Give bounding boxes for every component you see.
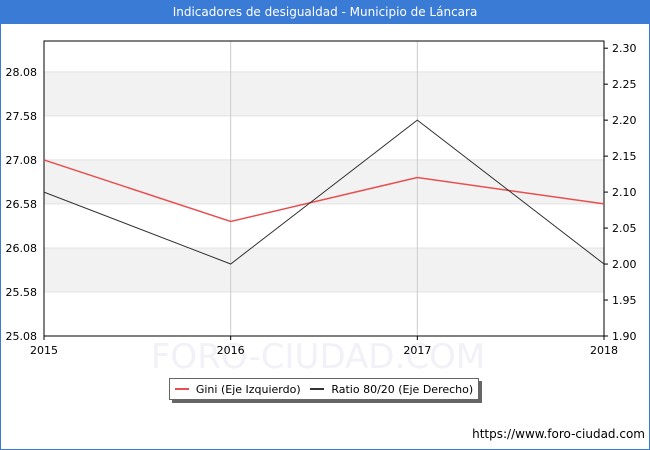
y-right-tick-label: 2.30: [612, 42, 637, 55]
y-right-tick-label: 2.25: [612, 78, 637, 91]
background-band: [44, 247, 604, 292]
x-tick-label: 2016: [217, 344, 245, 357]
y-left-tick-label: 27.08: [6, 154, 38, 167]
legend-item-gini: Gini (Eje Izquierdo): [174, 382, 301, 396]
x-tick-label: 2018: [590, 344, 618, 357]
series-lines: [43, 119, 605, 265]
legend-label-gini: Gini (Eje Izquierdo): [195, 382, 301, 396]
legend-swatch-gini: [174, 388, 189, 390]
plot-area-border: [43, 40, 605, 337]
grid-lines: [44, 41, 604, 336]
y-left-tick-label: 25.08: [6, 330, 38, 343]
series-line-ratio: [43, 119, 605, 265]
background-bands: [44, 71, 604, 292]
y-right-tick-label: 2.20: [612, 114, 637, 127]
legend: Gini (Eje Izquierdo) Ratio 80/20 (Eje De…: [169, 378, 479, 400]
background-band: [44, 71, 604, 116]
footer-url[interactable]: https://www.foro-ciudad.com: [472, 427, 645, 441]
y-right-tick-label: 2.15: [612, 150, 637, 163]
x-tick-label: 2015: [30, 344, 58, 357]
watermark: FORO-CIUDAD.COM: [151, 337, 485, 377]
legend-swatch-ratio: [310, 388, 325, 390]
y-right-tick-label: 2.05: [612, 222, 637, 235]
y-right-tick-label: 1.90: [612, 330, 637, 343]
y-left-tick-label: 27.58: [6, 110, 38, 123]
x-tick-label: 2017: [403, 344, 431, 357]
y-left-tick-label: 26.08: [6, 242, 38, 255]
y-left-tick-label: 28.08: [6, 66, 38, 79]
y-right-tick-label: 2.00: [612, 258, 637, 271]
y-right-tick-label: 1.95: [612, 294, 637, 307]
y-right-tick-label: 2.10: [612, 186, 637, 199]
series-line-gini: [43, 159, 605, 223]
legend-item-ratio: Ratio 80/20 (Eje Derecho): [310, 383, 473, 396]
axis-ticks: 25.08 25.58 26.08 26.58 27.08 27.58 28.08 1.90 1…: [6, 42, 637, 357]
legend-label-ratio: Ratio 80/20 (Eje Derecho): [331, 382, 474, 396]
y-left-tick-label: 25.58: [6, 286, 38, 299]
y-left-tick-label: 26.58: [6, 198, 38, 211]
chart-title: Indicadores de desigualdad - Municipio d…: [0, 0, 650, 24]
background-band: [44, 159, 604, 204]
